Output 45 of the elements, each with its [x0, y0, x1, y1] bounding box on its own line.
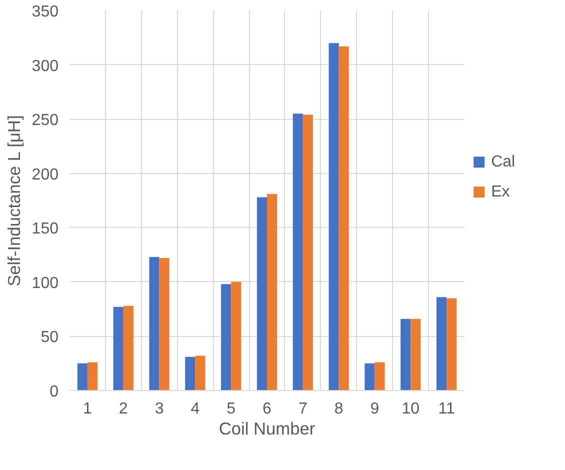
y-axis-title: Self-Inductance L [μH] [4, 115, 24, 286]
y-tick-label: 200 [32, 166, 59, 184]
bar [267, 194, 278, 390]
x-tick-label: 8 [334, 400, 344, 418]
bar [256, 197, 267, 390]
bar [446, 298, 457, 390]
x-tick-label: 1 [83, 400, 92, 418]
x-tick-label: 5 [226, 400, 236, 418]
bar [364, 363, 375, 390]
y-tick-label: 50 [40, 329, 59, 346]
bar [123, 306, 134, 390]
bar [87, 362, 98, 390]
x-tick-label: 11 [438, 400, 455, 418]
x-tick-label: 3 [154, 400, 164, 418]
y-tick-label: 300 [32, 58, 59, 75]
bar [231, 282, 242, 390]
y-tick-label: 100 [32, 274, 59, 292]
bar [436, 297, 447, 390]
y-tick-label: 250 [32, 112, 59, 130]
x-tick-label: 4 [190, 400, 200, 418]
bar [292, 114, 303, 390]
legend-label: Cal [491, 154, 516, 171]
bar [338, 46, 349, 390]
x-axis-title: Coil Number [218, 418, 316, 438]
bar [400, 318, 411, 390]
x-tick-label: 10 [402, 400, 420, 418]
bar [149, 256, 160, 390]
x-tick-label: 9 [370, 400, 380, 418]
x-tick-label: 2 [118, 400, 128, 418]
bar [159, 258, 170, 390]
y-tick-label: 0 [50, 384, 59, 400]
bar [113, 306, 124, 390]
legend-label: Ex [491, 184, 510, 201]
bar [185, 356, 196, 390]
bar [195, 356, 206, 390]
bar [374, 362, 385, 390]
bar [328, 43, 339, 390]
bar [302, 114, 313, 390]
bar [77, 363, 88, 390]
x-tick-label: 7 [298, 400, 308, 418]
x-tick-label: 6 [262, 400, 272, 418]
bar [221, 284, 232, 390]
bar [410, 318, 421, 390]
y-tick-label: 150 [32, 220, 59, 238]
y-tick-label: 350 [32, 4, 59, 20]
